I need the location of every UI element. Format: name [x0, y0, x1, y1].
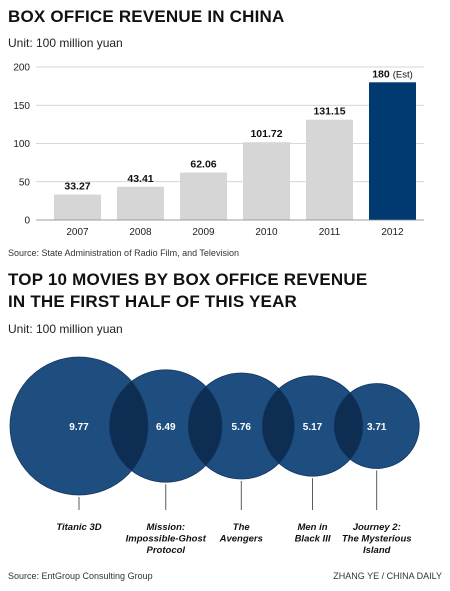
- movie-name-4-line-2: Island: [363, 545, 391, 556]
- bubble-outline-4: [333, 383, 420, 469]
- y-tick-label-100: 100: [13, 139, 30, 150]
- bubble-chart-title-line-2: IN THE FIRST HALF OF THIS YEAR: [8, 292, 298, 311]
- bubble-overlap-2: [262, 375, 295, 477]
- bubble-overlap-shape-0: [109, 369, 148, 483]
- value-label-2011: 131.15: [313, 106, 345, 118]
- x-tick-label-2007: 2007: [66, 227, 89, 238]
- bubble-value-label-2: 5.76: [232, 422, 252, 433]
- bar-2008: [117, 186, 164, 220]
- bubble-outline-0: [9, 356, 149, 496]
- movie-name-4-line-0: Journey 2:: [353, 522, 401, 533]
- movie-name-1-line-0: Mission:: [147, 522, 186, 533]
- bubble-value-label-3: 5.17: [303, 422, 323, 433]
- bubble-chart-unit: Unit: 100 million yuan: [8, 322, 123, 336]
- bar-2007: [54, 194, 101, 220]
- value-label-2012: 180 (Est): [372, 68, 413, 80]
- y-tick-label-50: 50: [19, 177, 31, 188]
- bar-2009: [180, 172, 227, 220]
- value-label-2010: 101.72: [250, 128, 282, 140]
- bar-chart-unit: Unit: 100 million yuan: [8, 36, 123, 50]
- bar-chart-source: Source: State Administration of Radio Fi…: [8, 248, 239, 258]
- bubble-outline-2: [187, 372, 295, 480]
- movie-name-4-line-1: The Mysterious: [342, 534, 412, 545]
- y-tick-label-200: 200: [13, 63, 30, 74]
- y-tick-label-150: 150: [13, 101, 30, 112]
- value-label-2009: 62.06: [190, 159, 216, 171]
- bubble-overlap-shape-2: [262, 375, 295, 477]
- bubble-0: [10, 357, 148, 495]
- bubble-chart-source: Source: EntGroup Consulting Group: [8, 571, 153, 581]
- bubble-overlap-shape-3: [334, 383, 363, 469]
- movie-name-2-line-1: Avengers: [219, 534, 263, 545]
- bubble-overlap-shape-1: [188, 373, 223, 479]
- bar-2011: [306, 119, 353, 220]
- value-label-2007: 33.27: [64, 181, 90, 193]
- movie-name-1-line-1: Impossible-Ghost: [126, 534, 207, 545]
- bar-2012: [369, 82, 416, 220]
- movie-name-0-line-0: Titanic 3D: [56, 522, 101, 533]
- bar-2010: [243, 142, 290, 220]
- estimate-note: (Est): [393, 69, 413, 80]
- x-tick-label-2010: 2010: [255, 227, 278, 238]
- movie-name-2-line-0: The: [233, 522, 251, 533]
- bubble-chart-title-line-1: TOP 10 MOVIES BY BOX OFFICE REVENUE: [8, 270, 368, 289]
- bar-chart: 0 50 100 150 200 2007 33.27 2008 43.41 2009 62.06 2…: [13, 63, 424, 238]
- bubble-overlap-3: [334, 383, 363, 469]
- movie-name-3-line-0: Men in: [297, 522, 327, 533]
- bubble-outline-1: [109, 369, 223, 483]
- x-tick-label-2008: 2008: [129, 227, 152, 238]
- bubble-outline-3: [261, 375, 364, 477]
- x-tick-label-2012: 2012: [381, 227, 404, 238]
- bar-chart-title: BOX OFFICE REVENUE IN CHINA: [8, 7, 285, 26]
- x-tick-label-2009: 2009: [192, 227, 215, 238]
- y-tick-label-0: 0: [24, 216, 30, 227]
- bubble-overlap-1: [188, 373, 223, 479]
- value-label-2008: 43.41: [127, 173, 153, 185]
- bubble-value-label-4: 3.71: [367, 422, 387, 433]
- graphic-credit: ZHANG YE / CHINA DAILY: [333, 571, 442, 581]
- bubble-value-label-0: 9.77: [69, 422, 89, 433]
- movie-name-1-line-2: Protocol: [147, 545, 186, 556]
- movie-name-3-line-1: Black III: [295, 534, 331, 545]
- bubble-overlap-0: [109, 369, 148, 483]
- bubble-value-label-1: 6.49: [156, 422, 176, 433]
- x-tick-label-2011: 2011: [319, 227, 341, 238]
